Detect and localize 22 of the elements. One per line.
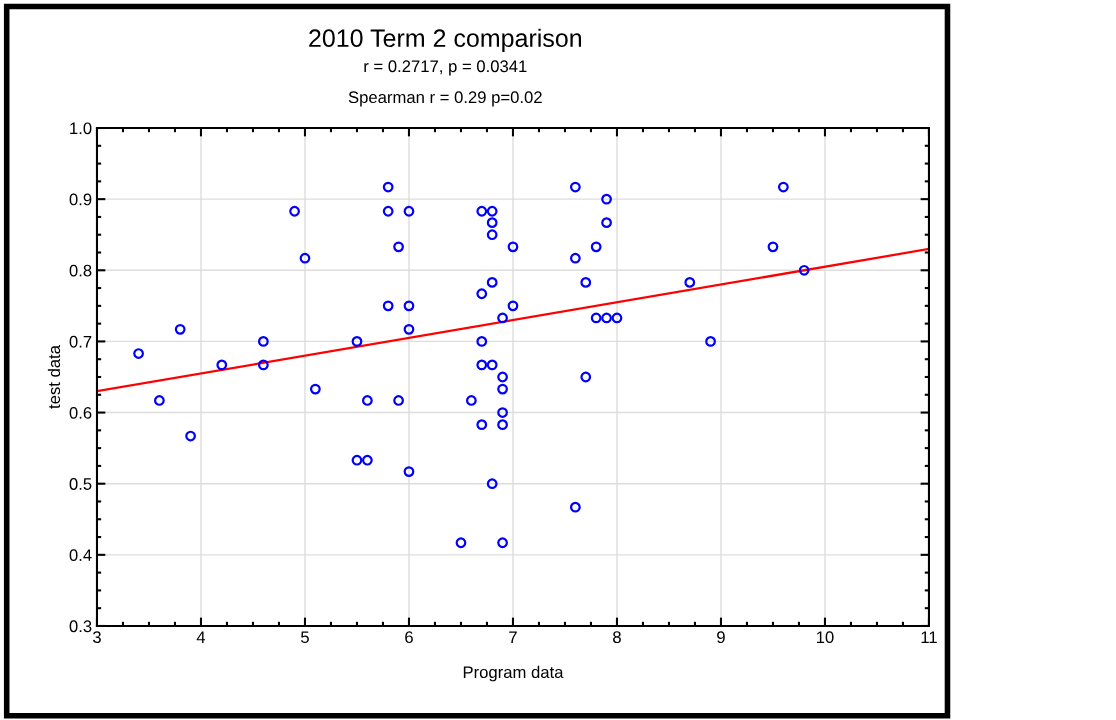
y-axis-title: test data xyxy=(47,345,61,409)
y-tick-label: 0.9 xyxy=(69,193,92,206)
y-tick-label: 0.3 xyxy=(69,620,92,633)
x-tick-label: 3 xyxy=(92,631,101,644)
x-tick-label: 5 xyxy=(301,631,309,644)
chart-title: 2010 Term 2 comparison xyxy=(309,28,582,52)
y-tick-label: 0.5 xyxy=(69,478,92,490)
x-tick-label: 8 xyxy=(613,631,621,644)
x-tick-label: 4 xyxy=(196,631,206,643)
x-tick-label: 10 xyxy=(816,631,834,644)
y-tick-label: 1.0 xyxy=(70,122,92,135)
chart-subtitle: r = 0.2717, p = 0.0341 xyxy=(364,60,527,76)
y-tick-label: 0.4 xyxy=(69,549,92,562)
x-axis-title: Program data xyxy=(463,665,564,682)
text: Spearman r = 0.29 p=0.02 xyxy=(348,91,542,107)
x-tick-label: 7 xyxy=(509,631,517,643)
x-tick-label: 11 xyxy=(921,631,937,643)
y-tick-label: 0.7 xyxy=(69,335,92,348)
y-tick-label: 0.8 xyxy=(69,264,92,277)
x-tick-label: 6 xyxy=(405,631,413,644)
y-tick-label: 0.6 xyxy=(69,406,92,419)
x-tick-label: 9 xyxy=(717,631,725,644)
